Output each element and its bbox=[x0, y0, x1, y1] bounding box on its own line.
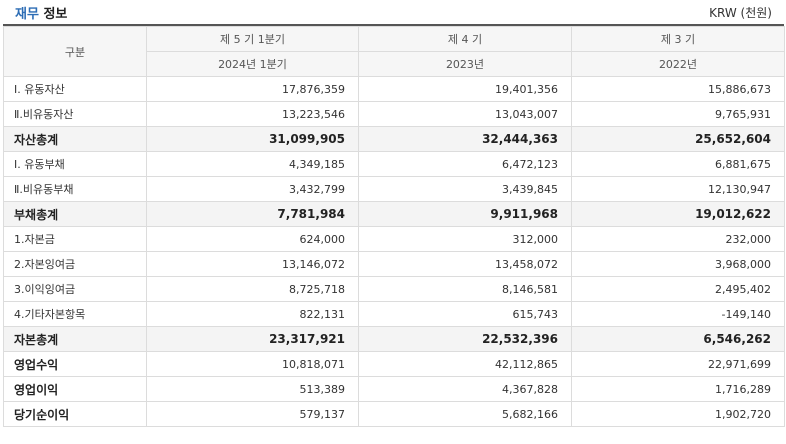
date-header: 2022년 bbox=[571, 51, 785, 77]
value-cell: 513,389 bbox=[146, 376, 359, 402]
table-row: Ⅰ. 유동부채 4,349,185 6,472,123 6,881,675 bbox=[3, 151, 785, 177]
value-cell: 3,439,845 bbox=[358, 176, 572, 202]
table-row: 1.자본금 624,000 312,000 232,000 bbox=[3, 226, 785, 252]
value-cell: 7,781,984 bbox=[146, 201, 359, 227]
value-cell: 1,902,720 bbox=[571, 401, 785, 427]
row-label: 영업수익 bbox=[3, 351, 147, 377]
value-cell: 42,112,865 bbox=[358, 351, 572, 377]
table-row: 3.이익잉여금 8,725,718 8,146,581 2,495,402 bbox=[3, 276, 785, 302]
value-cell: 15,886,673 bbox=[571, 76, 785, 102]
value-cell: 13,223,546 bbox=[146, 101, 359, 127]
currency-unit: KRW (천원) bbox=[709, 5, 772, 20]
section-title-rest: 정보 bbox=[43, 6, 68, 22]
row-label: 부채총계 bbox=[3, 201, 147, 227]
table-row: 당기순이익 579,137 5,682,166 1,902,720 bbox=[3, 401, 785, 427]
value-cell: 6,472,123 bbox=[358, 151, 572, 177]
value-cell: 615,743 bbox=[358, 301, 572, 327]
value-cell: 19,012,622 bbox=[571, 201, 785, 227]
period-header: 제 3 기 bbox=[571, 26, 785, 52]
category-header: 구분 bbox=[3, 26, 147, 77]
row-label: 자산총계 bbox=[3, 126, 147, 152]
value-cell: 6,546,262 bbox=[571, 326, 785, 352]
header-row-date: 2024년 1분기 2023년 2022년 bbox=[4, 51, 785, 77]
table-body: Ⅰ. 유동자산 17,876,359 19,401,356 15,886,673 Ⅱ.비… bbox=[3, 76, 785, 427]
value-cell: 1,716,289 bbox=[571, 376, 785, 402]
row-label: 당기순이익 bbox=[3, 401, 147, 427]
value-cell: 12,130,947 bbox=[571, 176, 785, 202]
value-cell: 9,765,931 bbox=[571, 101, 785, 127]
row-label: 영업이익 bbox=[3, 376, 147, 402]
row-label: 1.자본금 bbox=[3, 226, 147, 252]
value-cell: 22,971,699 bbox=[571, 351, 785, 377]
row-label: 4.기타자본항목 bbox=[3, 301, 147, 327]
value-cell: 23,317,921 bbox=[146, 326, 359, 352]
date-header: 2024년 1분기 bbox=[146, 51, 359, 77]
value-cell: 22,532,396 bbox=[358, 326, 572, 352]
table-row: Ⅱ.비유동자산 13,223,546 13,043,007 9,765,931 bbox=[3, 101, 785, 127]
row-label: 2.자본잉여금 bbox=[3, 251, 147, 277]
value-cell: 13,146,072 bbox=[146, 251, 359, 277]
value-cell: 3,432,799 bbox=[146, 176, 359, 202]
value-cell: 4,367,828 bbox=[358, 376, 572, 402]
value-cell: 31,099,905 bbox=[146, 126, 359, 152]
table-row: 자산총계 31,099,905 32,444,363 25,652,604 bbox=[3, 126, 785, 152]
value-cell: 312,000 bbox=[358, 226, 572, 252]
table-row: 자본총계 23,317,921 22,532,396 6,546,262 bbox=[3, 326, 785, 352]
value-cell: 13,458,072 bbox=[358, 251, 572, 277]
value-cell: 10,818,071 bbox=[146, 351, 359, 377]
table-row: 4.기타자본항목 822,131 615,743 -149,140 bbox=[3, 301, 785, 327]
value-cell: 9,911,968 bbox=[358, 201, 572, 227]
table-row: 부채총계 7,781,984 9,911,968 19,012,622 bbox=[3, 201, 785, 227]
table-row: 영업이익 513,389 4,367,828 1,716,289 bbox=[3, 376, 785, 402]
section-title: 재무 정보 bbox=[15, 3, 67, 22]
value-cell: -149,140 bbox=[571, 301, 785, 327]
section-title-accent: 재무 bbox=[15, 6, 39, 22]
value-cell: 17,876,359 bbox=[146, 76, 359, 102]
value-cell: 13,043,007 bbox=[358, 101, 572, 127]
table-row: Ⅱ.비유동부채 3,432,799 3,439,845 12,130,947 bbox=[3, 176, 785, 202]
row-label: 3.이익잉여금 bbox=[3, 276, 147, 302]
value-cell: 3,968,000 bbox=[571, 251, 785, 277]
value-cell: 624,000 bbox=[146, 226, 359, 252]
table-header: 구분 제 5 기 1분기 제 4 기 제 3 기 2024년 1분기 2023년… bbox=[3, 26, 785, 77]
period-header: 제 5 기 1분기 bbox=[146, 26, 359, 52]
period-header: 제 4 기 bbox=[358, 26, 572, 52]
value-cell: 32,444,363 bbox=[358, 126, 572, 152]
value-cell: 4,349,185 bbox=[146, 151, 359, 177]
header-divider bbox=[3, 24, 784, 26]
row-label: Ⅰ. 유동자산 bbox=[3, 76, 147, 102]
section-header: 재무 정보 KRW (천원) bbox=[0, 0, 786, 24]
row-label: Ⅰ. 유동부채 bbox=[3, 151, 147, 177]
header-row-period: 구분 제 5 기 1분기 제 4 기 제 3 기 bbox=[3, 26, 785, 77]
row-label: Ⅱ.비유동자산 bbox=[3, 101, 147, 127]
financial-table: 구분 제 5 기 1분기 제 4 기 제 3 기 2024년 1분기 2023년… bbox=[3, 26, 785, 427]
row-label: Ⅱ.비유동부채 bbox=[3, 176, 147, 202]
table-row: Ⅰ. 유동자산 17,876,359 19,401,356 15,886,673 bbox=[3, 76, 785, 102]
value-cell: 822,131 bbox=[146, 301, 359, 327]
row-label: 자본총계 bbox=[3, 326, 147, 352]
value-cell: 5,682,166 bbox=[358, 401, 572, 427]
value-cell: 2,495,402 bbox=[571, 276, 785, 302]
value-cell: 8,146,581 bbox=[358, 276, 572, 302]
value-cell: 6,881,675 bbox=[571, 151, 785, 177]
table-row: 2.자본잉여금 13,146,072 13,458,072 3,968,000 bbox=[3, 251, 785, 277]
value-cell: 19,401,356 bbox=[358, 76, 572, 102]
date-header: 2023년 bbox=[358, 51, 572, 77]
value-cell: 25,652,604 bbox=[571, 126, 785, 152]
table-row: 영업수익 10,818,071 42,112,865 22,971,699 bbox=[3, 351, 785, 377]
value-cell: 232,000 bbox=[571, 226, 785, 252]
value-cell: 579,137 bbox=[146, 401, 359, 427]
value-cell: 8,725,718 bbox=[146, 276, 359, 302]
